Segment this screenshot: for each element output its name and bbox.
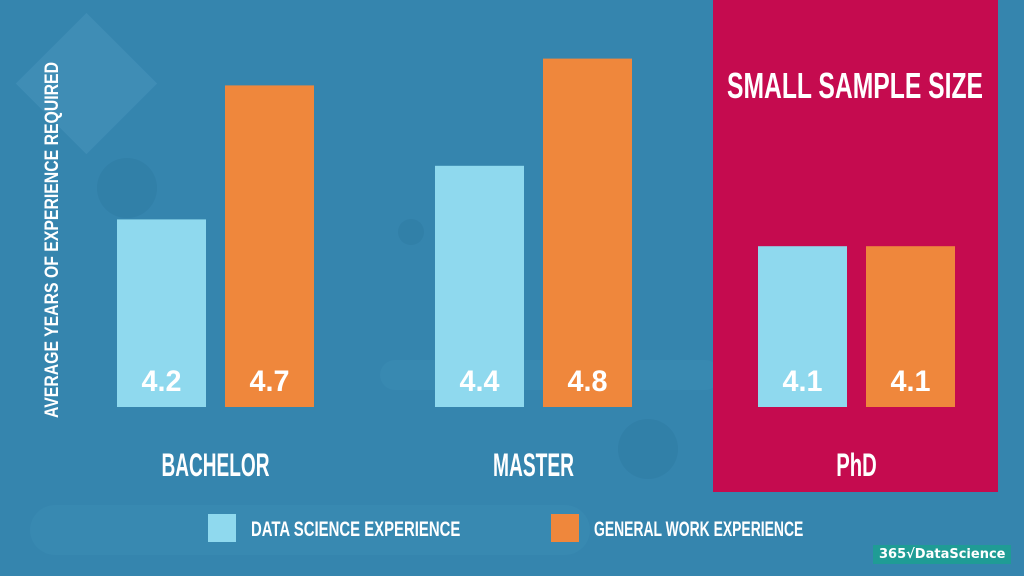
category-label-master: MASTER bbox=[493, 447, 574, 483]
category-label-phd: PhD bbox=[836, 447, 877, 483]
bar-phd-data-science bbox=[758, 246, 847, 407]
data-label: 4.8 bbox=[568, 365, 608, 398]
data-label: 4.2 bbox=[142, 365, 182, 398]
category-label-bachelor: BACHELOR bbox=[162, 447, 270, 483]
decor-diamond bbox=[15, 12, 158, 155]
y-axis-label: AVERAGE YEARS OF EXPERIENCE REQUIRED bbox=[42, 62, 63, 418]
bar-bachelor-data-science bbox=[117, 219, 206, 407]
legend-label: GENERAL WORK EXPERIENCE bbox=[594, 518, 803, 541]
decor-circle bbox=[618, 419, 678, 479]
decor-circle bbox=[97, 158, 157, 218]
data-label: 4.1 bbox=[783, 365, 823, 398]
brand-logo: 365√DataScience bbox=[873, 545, 1012, 564]
annotation-small-sample-size: SMALL SAMPLE SIZE bbox=[727, 65, 983, 106]
decor-pill bbox=[30, 505, 590, 555]
data-label: 4.7 bbox=[250, 365, 290, 398]
bar-bachelor-general-work bbox=[225, 85, 314, 408]
data-label: 4.1 bbox=[891, 365, 931, 398]
bar-master-general-work bbox=[543, 58, 632, 407]
small-sample-highlight bbox=[713, 0, 998, 492]
legend-swatch bbox=[208, 514, 236, 542]
legend-label: DATA SCIENCE EXPERIENCE bbox=[251, 518, 460, 541]
legend-swatch bbox=[551, 514, 579, 542]
data-label: 4.4 bbox=[460, 365, 500, 398]
bar-master-data-science bbox=[435, 165, 524, 407]
bar-phd-general-work bbox=[866, 246, 955, 407]
decor-circle bbox=[398, 219, 424, 245]
